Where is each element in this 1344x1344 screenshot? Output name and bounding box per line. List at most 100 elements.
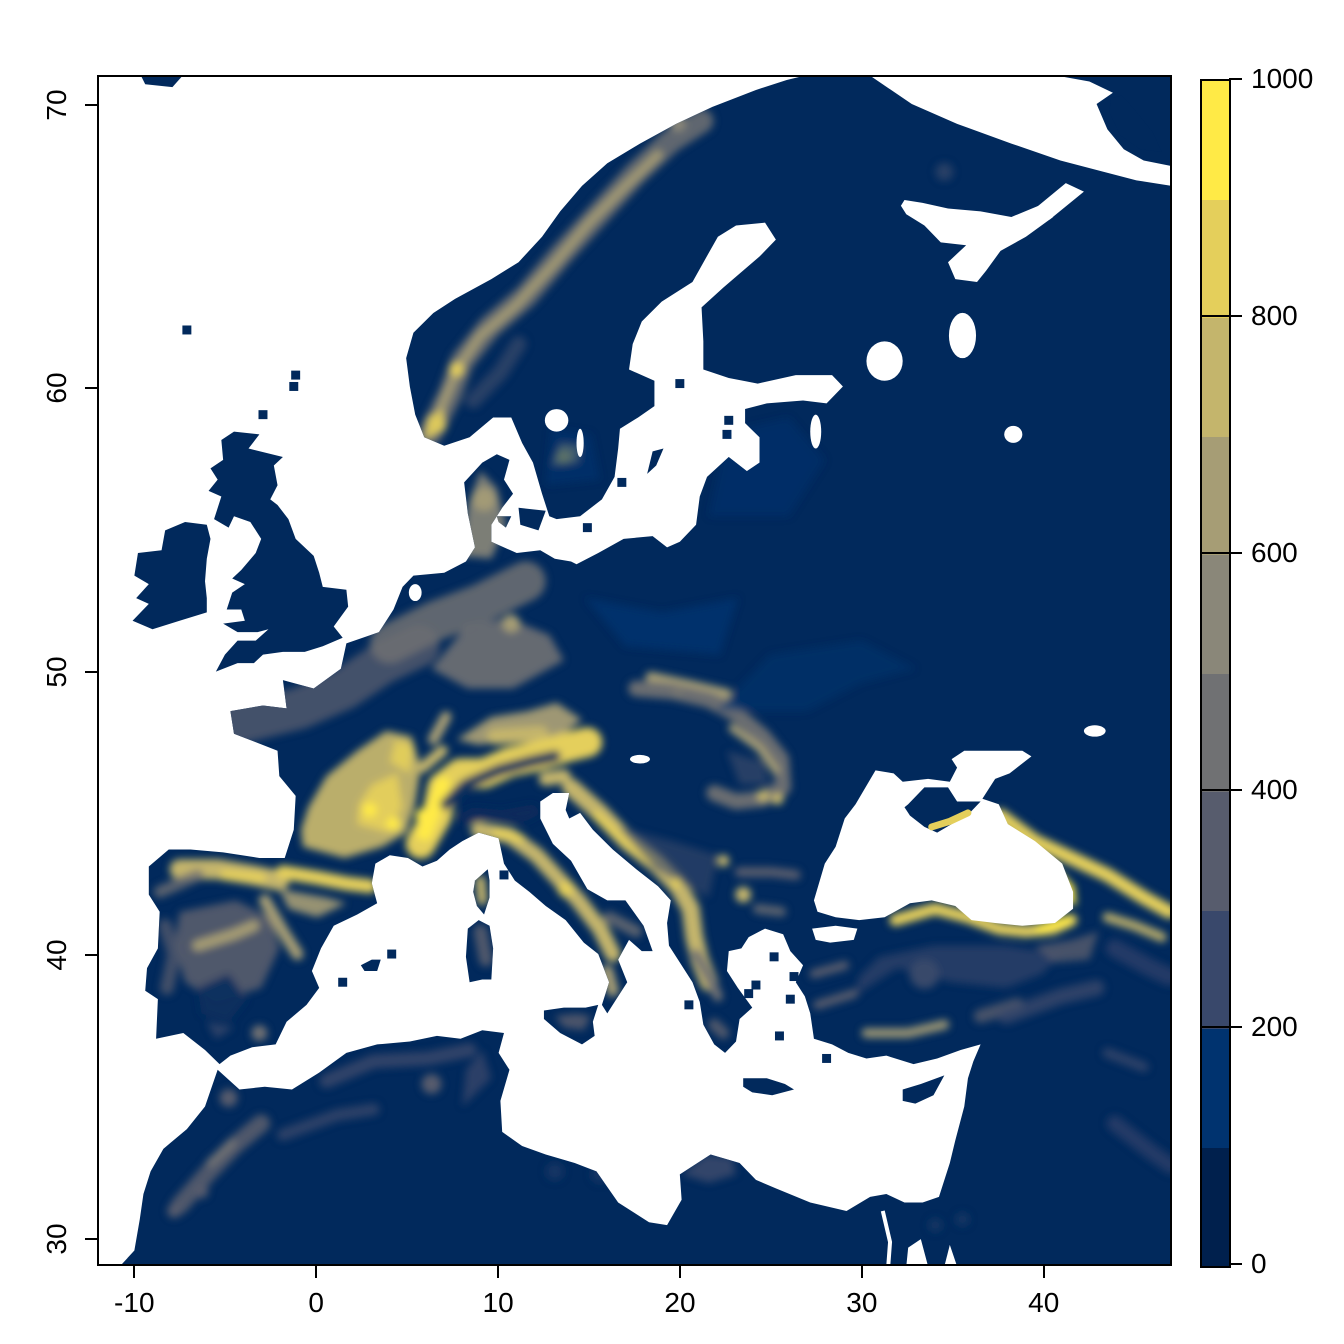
value-patch bbox=[435, 149, 663, 414]
lake bbox=[630, 754, 650, 764]
value-patch bbox=[502, 614, 521, 633]
legend-block bbox=[1202, 1029, 1229, 1148]
land-iceland_edge bbox=[141, 77, 182, 88]
value-patch bbox=[998, 979, 1105, 1025]
value-patch bbox=[167, 1204, 182, 1218]
value-patch bbox=[545, 428, 601, 486]
value-patch bbox=[716, 640, 916, 712]
value-patch bbox=[449, 362, 464, 377]
value-patch bbox=[465, 336, 527, 409]
legend-tick bbox=[1229, 78, 1242, 80]
x-tick bbox=[133, 1266, 136, 1278]
value-patch bbox=[993, 808, 1170, 919]
value-patch bbox=[601, 965, 619, 997]
x-tick bbox=[497, 1266, 500, 1278]
legend-break-line bbox=[1200, 552, 1229, 554]
lake bbox=[544, 409, 569, 432]
y-tick bbox=[85, 1237, 97, 1240]
value-patch bbox=[603, 911, 643, 938]
value-patch bbox=[585, 598, 738, 655]
value-patch bbox=[219, 1089, 238, 1107]
value-patch bbox=[460, 471, 506, 559]
value-patch bbox=[591, 1165, 609, 1184]
value-patch bbox=[728, 724, 780, 775]
value-patch bbox=[809, 960, 850, 979]
value-patch bbox=[158, 918, 182, 995]
value-patch bbox=[362, 803, 377, 817]
islet bbox=[769, 952, 779, 962]
lake bbox=[948, 312, 977, 359]
sea-gulf_of_suez bbox=[906, 1239, 928, 1264]
lake bbox=[866, 341, 903, 381]
legend-block bbox=[1202, 673, 1229, 792]
value-patch bbox=[717, 854, 730, 867]
value-patch bbox=[206, 1138, 237, 1168]
y-tick bbox=[85, 387, 97, 390]
legend-tick bbox=[1229, 315, 1242, 317]
patches-masked bbox=[153, 108, 1170, 1233]
value-patch bbox=[628, 680, 792, 810]
legend-tick-label: 0 bbox=[1251, 1248, 1267, 1279]
legend-tick bbox=[1229, 552, 1242, 554]
islet bbox=[684, 1000, 694, 1010]
post-land-layer bbox=[904, 95, 1162, 833]
legend-tick bbox=[1229, 789, 1242, 791]
value-patch bbox=[389, 739, 414, 774]
legend-tick-label: 800 bbox=[1251, 300, 1298, 331]
x-tick-label: 0 bbox=[308, 1287, 324, 1318]
legend-tick-label: 1000 bbox=[1251, 63, 1314, 94]
sea-gulf_of_aqaba bbox=[944, 1244, 957, 1264]
value-patch bbox=[279, 889, 347, 918]
legend-tick bbox=[1229, 1263, 1242, 1265]
value-patch bbox=[1102, 1047, 1149, 1072]
sea-white_sea bbox=[900, 200, 1054, 282]
legend-block bbox=[1202, 910, 1229, 1029]
islet bbox=[822, 1053, 832, 1063]
value-patch bbox=[557, 881, 574, 898]
legend-block bbox=[1202, 792, 1229, 911]
islet bbox=[724, 415, 734, 425]
lake bbox=[1083, 725, 1106, 737]
value-patch bbox=[440, 750, 561, 811]
y-tick-label: 40 bbox=[41, 939, 72, 971]
x-tick-label: 30 bbox=[846, 1287, 878, 1318]
sea-black_sea bbox=[813, 750, 1074, 926]
value-patch bbox=[1106, 1115, 1170, 1174]
value-patch bbox=[275, 865, 377, 894]
legend-break-line bbox=[1200, 1026, 1229, 1028]
x-tick-label: 20 bbox=[664, 1287, 696, 1318]
islet bbox=[751, 980, 761, 990]
value-patch bbox=[757, 789, 770, 802]
value-patch bbox=[319, 1043, 477, 1089]
value-patch bbox=[486, 725, 549, 745]
value-patch bbox=[955, 1212, 970, 1227]
legend-break-line bbox=[1200, 789, 1229, 791]
land-zealand bbox=[518, 507, 546, 531]
islet bbox=[182, 325, 192, 335]
sea-layer bbox=[408, 77, 1170, 1264]
legend-tick bbox=[1229, 1026, 1242, 1028]
islet bbox=[789, 972, 799, 982]
value-patch bbox=[861, 1019, 950, 1039]
value-patch bbox=[415, 808, 430, 823]
value-patch bbox=[671, 878, 682, 889]
value-patch bbox=[206, 1021, 234, 1039]
y-tick bbox=[85, 670, 97, 673]
value-patch bbox=[219, 869, 267, 883]
lake bbox=[1004, 425, 1023, 443]
value-patch bbox=[538, 769, 571, 786]
value-patch bbox=[708, 1018, 730, 1040]
land-crimea bbox=[904, 787, 981, 833]
legend-block bbox=[1202, 436, 1229, 555]
lake bbox=[408, 584, 422, 602]
land-gotland bbox=[647, 448, 664, 474]
islet bbox=[582, 523, 592, 533]
value-patch bbox=[194, 1184, 209, 1199]
islet bbox=[744, 989, 754, 999]
legend-block bbox=[1202, 555, 1229, 674]
value-patch bbox=[276, 1103, 380, 1141]
river-nile bbox=[880, 1210, 893, 1264]
value-patch bbox=[170, 1114, 271, 1215]
land-cyprus bbox=[902, 1075, 945, 1104]
land-mainland bbox=[122, 77, 1170, 1264]
